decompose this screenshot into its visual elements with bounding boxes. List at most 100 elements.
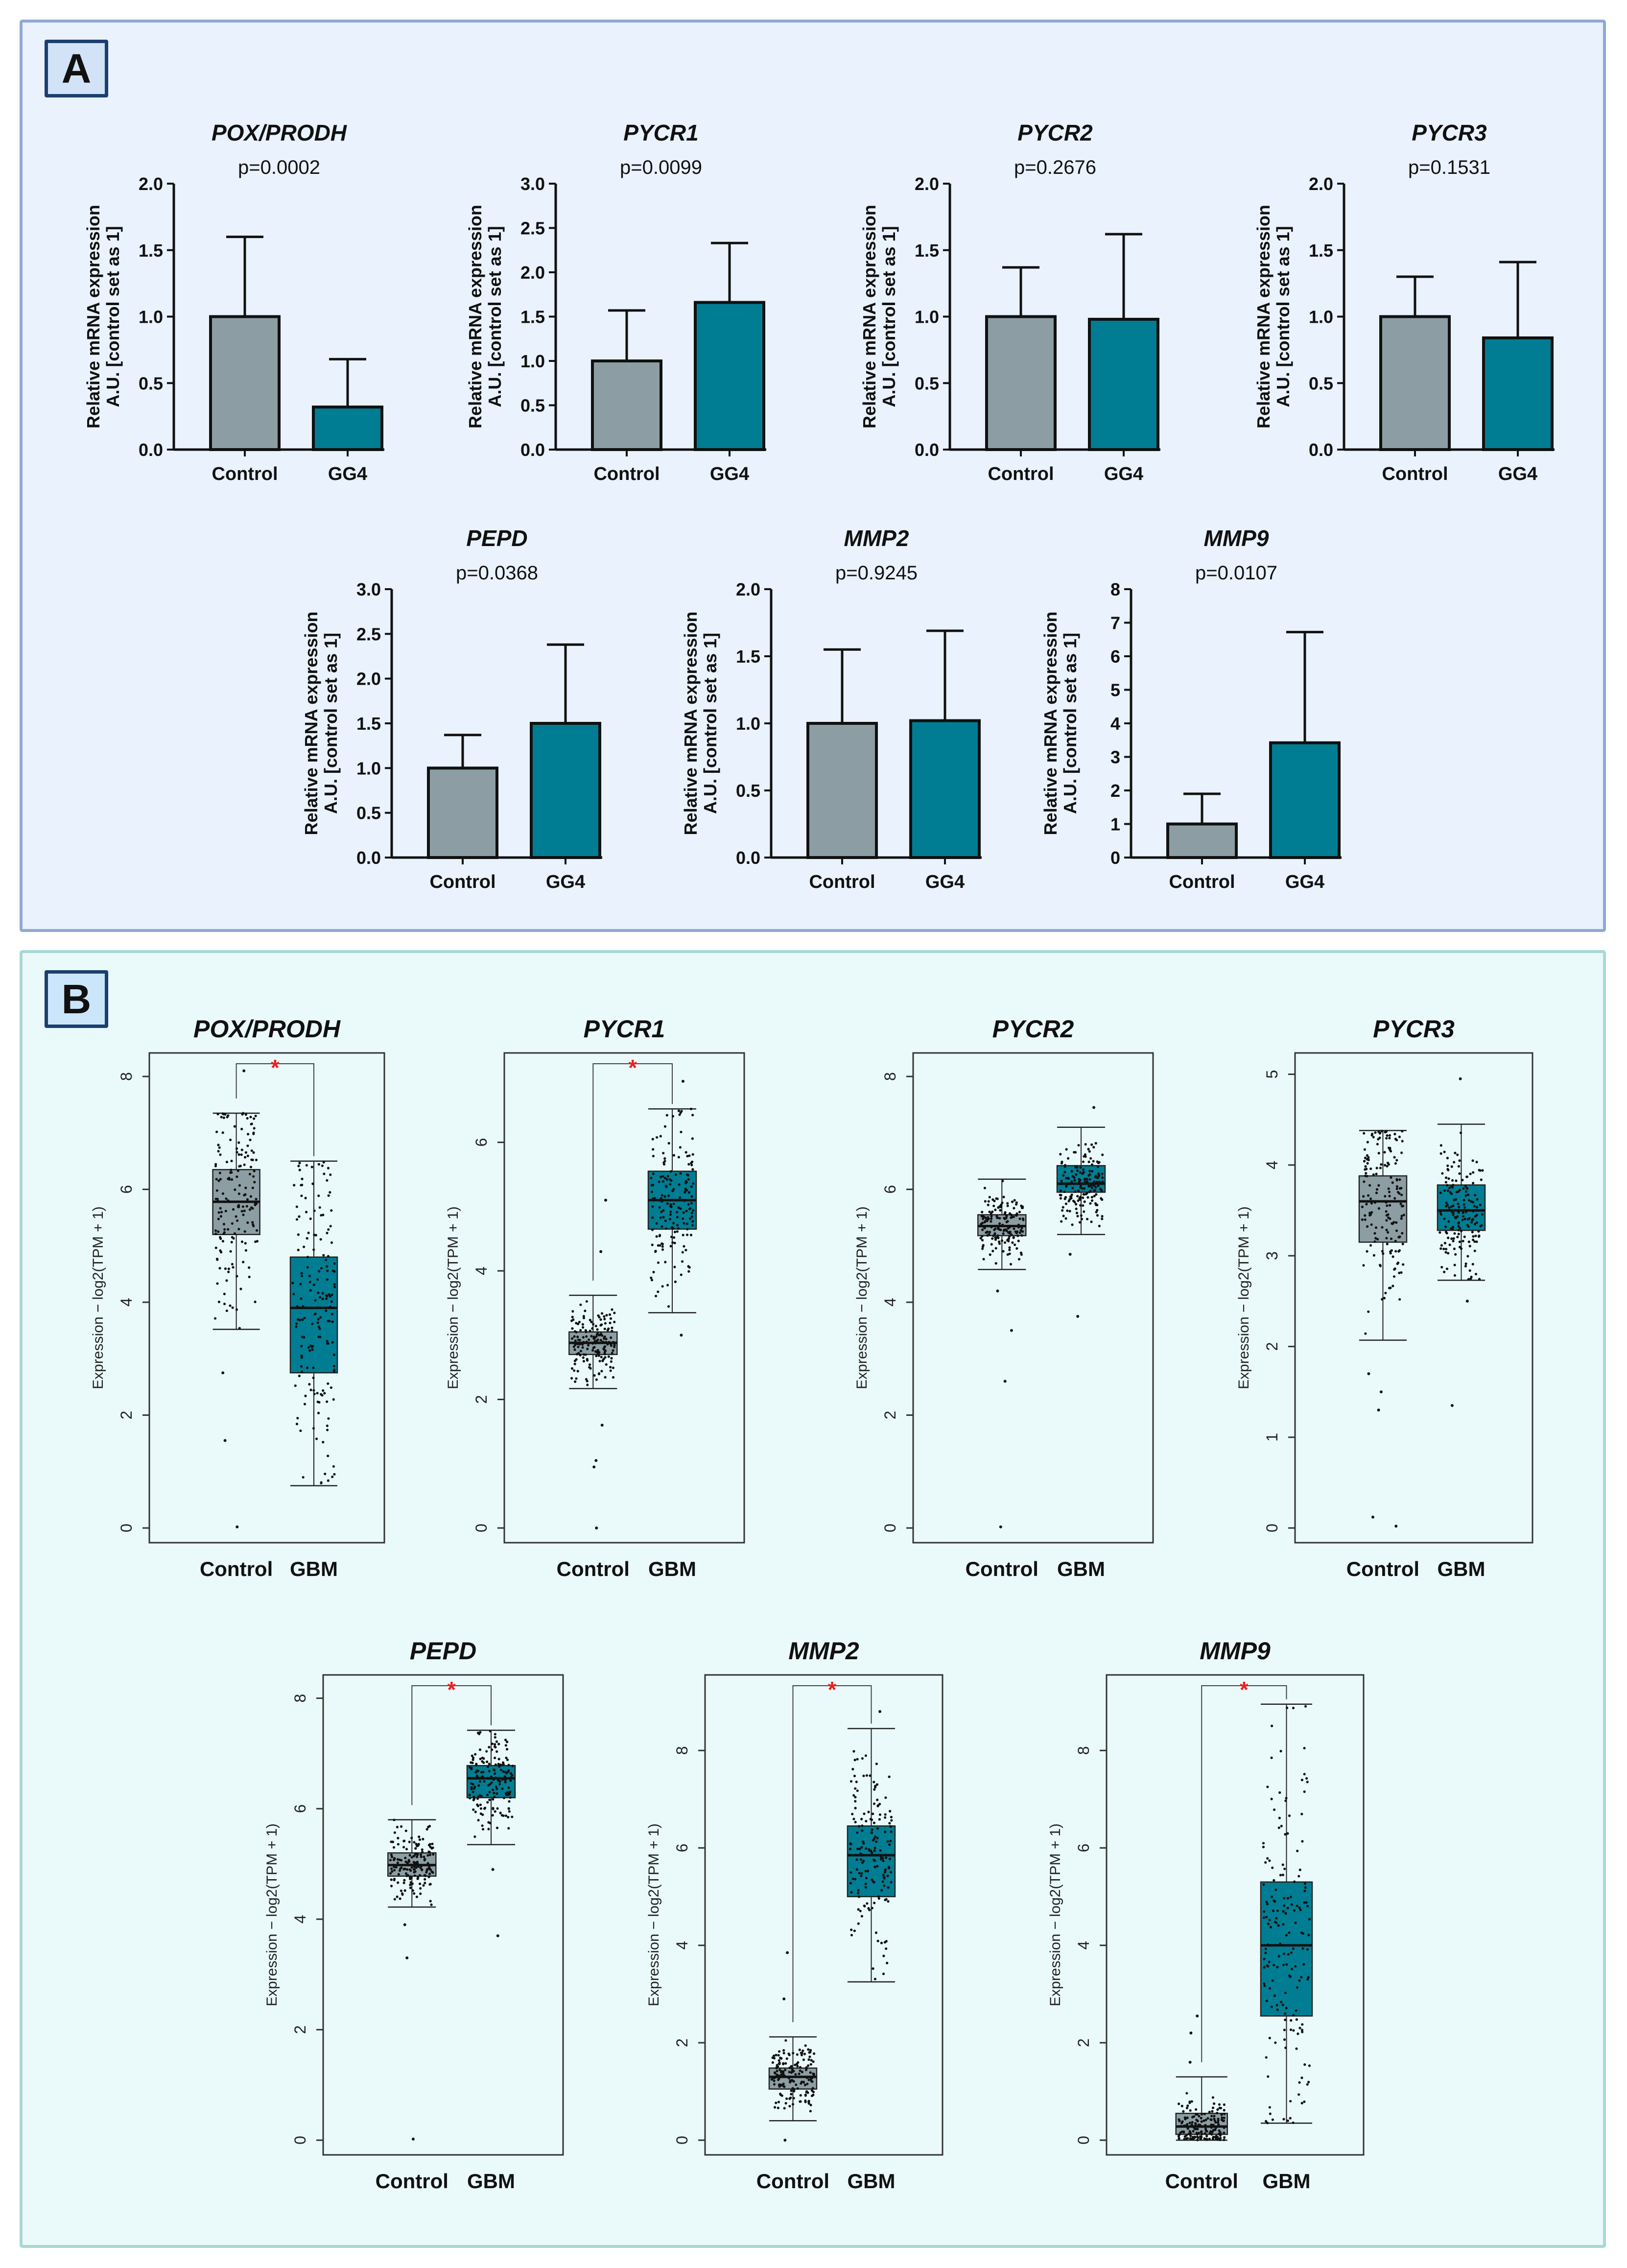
data-point [791,2079,794,2082]
data-point [1389,1252,1392,1255]
data-point [477,1795,480,1798]
data-point [1459,1131,1462,1134]
data-point [990,1220,992,1223]
data-point [663,1176,666,1179]
plot-frame [322,1674,564,2156]
data-point [860,1915,863,1918]
data-point [1303,2063,1306,2066]
data-point [1085,1178,1088,1181]
data-point [796,2053,799,2056]
y-tick-label: 2.5 [520,218,545,239]
data-point [1366,1141,1369,1144]
data-point [408,1868,411,1871]
data-point [298,1162,301,1165]
data-point [1266,1857,1269,1860]
data-point [314,1299,317,1302]
y-tick-label: 5 [1110,680,1120,700]
data-point [661,1245,664,1248]
data-point [610,1343,613,1346]
data-point [655,1235,658,1238]
data-point [1274,1888,1277,1891]
data-point [1451,1179,1454,1182]
data-point [300,1345,303,1348]
data-point [1456,1236,1459,1239]
data-point [592,1335,595,1338]
outlier-point [592,1465,596,1469]
data-point [688,1217,691,1220]
data-point [679,1207,682,1210]
data-point [1366,1225,1369,1228]
data-point [501,1778,504,1781]
data-point [580,1342,583,1345]
data-point [1278,1791,1281,1794]
data-point [1263,1966,1266,1969]
data-point [1478,1278,1481,1281]
data-point [326,1424,329,1427]
data-point [665,1178,669,1181]
data-point [408,1840,411,1843]
y-tick-label: 3 [1110,747,1120,767]
data-point [1398,1236,1401,1239]
data-point [213,1317,217,1320]
data-point [597,1314,600,1317]
data-point [219,1236,222,1239]
data-point [589,1318,591,1321]
data-point [1446,1157,1449,1160]
data-point [308,1383,311,1386]
data-point [652,1154,655,1158]
data-point [1377,1152,1380,1155]
data-point [504,1792,508,1795]
data-point [1093,1189,1096,1192]
x-tick-label: Control [1165,2170,1238,2193]
data-point [889,1870,893,1873]
data-point [782,2062,785,2065]
panel-b-label: B [45,970,108,1028]
data-point [885,1947,888,1950]
data-point [240,1153,243,1156]
x-tick-label: Control [988,464,1054,484]
data-point [1210,2119,1213,2122]
data-point [1464,1194,1467,1197]
data-point [1189,2137,1192,2141]
data-point [1363,1180,1366,1183]
data-point [224,1267,227,1270]
data-point [486,1793,489,1796]
data-point [1443,1241,1447,1244]
data-point [510,1776,513,1779]
data-point [807,2058,810,2061]
data-point [316,1306,319,1309]
data-point [882,1874,885,1877]
data-point [478,1776,481,1780]
data-point [1208,2137,1211,2140]
y-tick-label: 3 [1263,1251,1281,1260]
data-point [778,2083,781,2086]
data-point [1472,1182,1475,1185]
data-point [1196,2133,1199,2136]
data-point [681,1217,684,1220]
data-point [254,1240,257,1243]
y-label-line2: A.U. [control set as 1] [1273,226,1293,407]
data-point [798,2048,801,2052]
data-point [792,2052,795,2054]
y-label-line2: A.U. [control set as 1] [485,226,505,407]
data-point [595,1335,598,1338]
y-tick-label-group: 8 [1075,1746,1092,1755]
data-point [330,1313,334,1315]
data-point [799,2069,802,2072]
y-tick-label: 2 [291,2025,309,2034]
data-point [1191,2116,1194,2119]
data-point [396,1863,399,1866]
data-point [1297,2032,1299,2035]
data-point [427,1875,430,1879]
data-point [393,1831,396,1834]
y-label-text: Expression − log2(TPM + 1) [445,1206,461,1389]
data-point [293,1184,296,1187]
data-point [1283,2038,1286,2041]
data-point [1059,1153,1062,1156]
data-point [402,1846,405,1849]
data-point [888,1858,892,1861]
data-point [1374,1226,1378,1229]
data-point [1444,1181,1447,1184]
data-point [1268,1987,1272,1990]
data-point [1304,1705,1307,1708]
